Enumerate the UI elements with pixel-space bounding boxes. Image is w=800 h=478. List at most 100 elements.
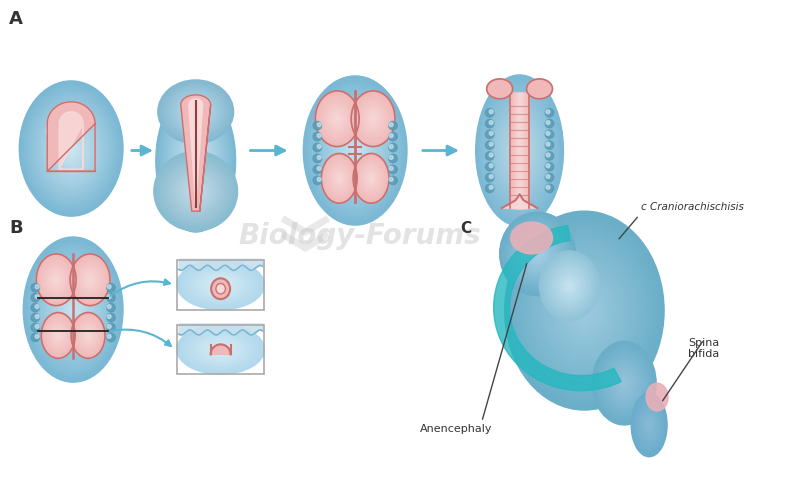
Ellipse shape [316,92,358,145]
Ellipse shape [43,315,74,356]
Ellipse shape [319,95,356,142]
Ellipse shape [358,160,385,197]
Ellipse shape [334,119,377,182]
Ellipse shape [44,113,98,184]
Ellipse shape [320,97,354,141]
Ellipse shape [507,130,532,172]
Bar [510,93,529,208]
Ellipse shape [78,264,102,295]
Ellipse shape [188,105,203,118]
Ellipse shape [55,331,62,340]
Ellipse shape [605,358,643,408]
Ellipse shape [314,92,395,209]
Ellipse shape [546,174,550,178]
Bar [518,93,521,208]
Ellipse shape [83,328,93,342]
Ellipse shape [107,325,111,328]
Ellipse shape [64,139,78,158]
Ellipse shape [509,132,530,169]
Ellipse shape [106,333,115,342]
Ellipse shape [362,166,380,190]
Ellipse shape [88,277,92,282]
Ellipse shape [26,90,116,206]
Ellipse shape [54,127,88,170]
Ellipse shape [389,121,398,130]
Ellipse shape [329,163,350,193]
Ellipse shape [646,419,653,431]
Ellipse shape [550,267,619,354]
Ellipse shape [46,267,66,293]
Ellipse shape [107,315,111,318]
Ellipse shape [348,140,362,161]
Ellipse shape [604,357,645,410]
Ellipse shape [360,163,382,193]
Bar [511,93,528,208]
Ellipse shape [489,164,493,168]
Ellipse shape [534,250,542,258]
Ellipse shape [496,110,543,191]
Ellipse shape [613,368,636,399]
Ellipse shape [331,116,379,185]
Ellipse shape [87,276,93,283]
Ellipse shape [28,244,118,375]
Ellipse shape [31,313,39,322]
Polygon shape [210,344,230,354]
Ellipse shape [334,170,345,186]
Ellipse shape [159,157,232,226]
Ellipse shape [648,424,650,426]
Ellipse shape [371,117,375,121]
Ellipse shape [60,291,86,328]
Ellipse shape [81,325,96,346]
Ellipse shape [42,261,71,299]
Ellipse shape [84,272,96,287]
Ellipse shape [82,327,94,343]
Ellipse shape [48,322,68,349]
Ellipse shape [487,95,552,206]
Ellipse shape [324,157,354,199]
Ellipse shape [546,263,622,358]
Ellipse shape [162,83,230,141]
Ellipse shape [35,254,111,365]
Ellipse shape [306,79,405,222]
Ellipse shape [176,125,216,196]
Ellipse shape [22,84,121,214]
Ellipse shape [31,323,39,332]
Ellipse shape [165,162,226,220]
Ellipse shape [83,271,97,289]
Ellipse shape [486,120,494,128]
Ellipse shape [53,328,63,342]
Ellipse shape [55,128,86,169]
Ellipse shape [518,233,557,275]
Ellipse shape [353,153,389,203]
Ellipse shape [370,114,377,123]
Ellipse shape [317,144,321,149]
Ellipse shape [177,126,215,195]
Ellipse shape [72,314,104,357]
Ellipse shape [52,274,60,285]
Ellipse shape [322,98,353,139]
Ellipse shape [46,120,76,141]
Ellipse shape [42,261,70,298]
Ellipse shape [333,113,342,124]
Ellipse shape [82,270,98,290]
Ellipse shape [325,107,386,194]
Ellipse shape [389,177,393,181]
Ellipse shape [542,257,627,364]
Ellipse shape [310,87,400,215]
Ellipse shape [73,258,107,302]
Ellipse shape [71,313,105,358]
Ellipse shape [500,212,575,296]
Ellipse shape [353,148,358,153]
Ellipse shape [72,308,74,311]
Ellipse shape [574,299,594,323]
Ellipse shape [638,406,660,444]
Polygon shape [494,226,621,391]
Ellipse shape [161,98,230,223]
Ellipse shape [556,275,613,347]
Ellipse shape [554,273,614,348]
Ellipse shape [179,261,262,308]
Ellipse shape [634,400,663,450]
Ellipse shape [327,107,347,131]
Ellipse shape [525,240,550,268]
Ellipse shape [526,79,553,99]
